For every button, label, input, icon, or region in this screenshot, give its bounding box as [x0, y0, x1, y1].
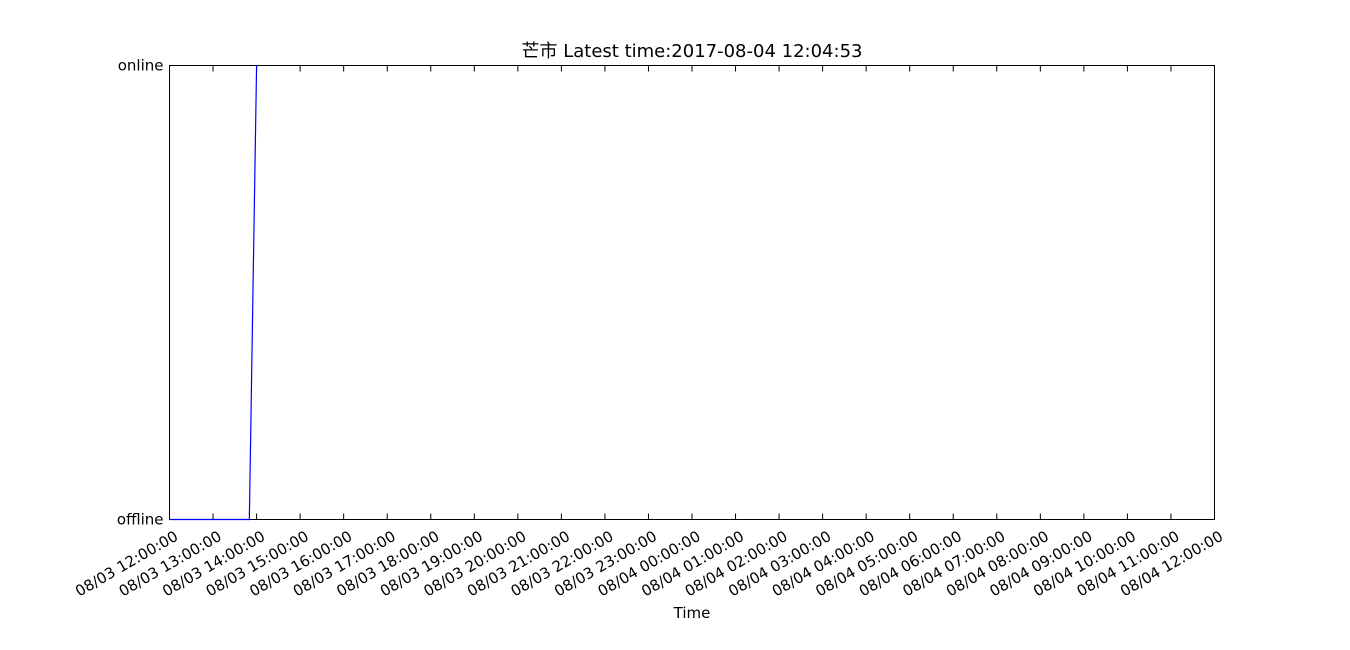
y-axis: offline online — [117, 57, 1215, 529]
y-tick-label: offline — [117, 511, 164, 529]
y-tick-label: online — [118, 57, 164, 75]
series-layer — [169, 65, 258, 521]
chart-title: 芒市 Latest time:2017-08-04 12:04:53 — [522, 41, 863, 62]
series-line — [169, 65, 258, 521]
x-axis-label: Time — [673, 604, 711, 622]
plot-area — [169, 65, 1215, 520]
